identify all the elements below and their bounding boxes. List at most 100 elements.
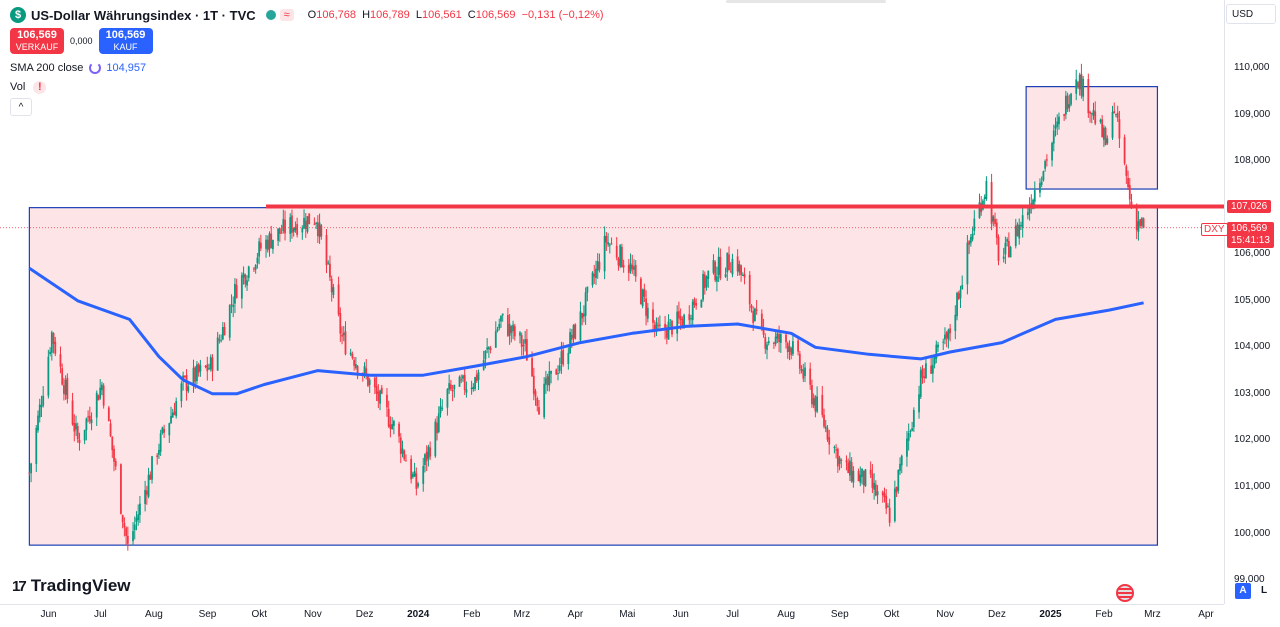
candle-body xyxy=(937,344,939,348)
candle-body xyxy=(470,387,473,390)
us-flag-icon[interactable] xyxy=(1116,584,1134,602)
candle-body xyxy=(659,324,661,326)
candle-body xyxy=(1102,127,1105,140)
candle-body xyxy=(429,447,432,457)
candle-body xyxy=(633,266,635,270)
candle-body xyxy=(669,319,672,321)
candle-body xyxy=(925,363,927,379)
candle-body xyxy=(126,535,129,544)
symbol-logo-icon: $ xyxy=(10,7,26,23)
candle-body xyxy=(107,407,110,422)
y-tick-label: 108,000 xyxy=(1234,155,1271,167)
candle-body xyxy=(204,365,207,367)
candle-body xyxy=(35,427,38,465)
candle-body xyxy=(764,337,767,349)
candle-body xyxy=(168,423,171,436)
candle-body xyxy=(123,522,126,528)
ohlc-high: 106,789 xyxy=(370,9,410,21)
currency-selector[interactable]: USD xyxy=(1226,4,1276,24)
candle-body xyxy=(109,423,112,436)
candle-body xyxy=(949,328,952,334)
candle-body xyxy=(740,265,742,275)
candle-body xyxy=(1028,205,1031,214)
candle-body xyxy=(945,332,948,339)
x-tick-label: 2024 xyxy=(407,609,430,620)
candle-body xyxy=(835,449,838,451)
candle-body xyxy=(1006,239,1009,242)
candle-body xyxy=(270,233,273,248)
candle-body xyxy=(472,386,475,390)
candle-body xyxy=(1089,111,1091,114)
candle-body xyxy=(608,244,611,246)
candle-body xyxy=(341,334,343,337)
candle-body xyxy=(728,254,730,270)
candle-body xyxy=(918,394,920,413)
candle-body xyxy=(738,264,741,273)
candle-body xyxy=(582,313,585,317)
price-chart[interactable] xyxy=(0,0,1224,604)
x-tick-label: Apr xyxy=(567,609,584,620)
candle-body xyxy=(871,473,874,488)
sell-button[interactable]: 106,569 VERKAUF xyxy=(10,28,64,54)
buy-price: 106,569 xyxy=(105,29,146,41)
candle-body xyxy=(992,216,995,222)
candle-body xyxy=(634,264,637,277)
candle-body xyxy=(645,298,647,316)
candle-body xyxy=(558,365,561,371)
candle-body xyxy=(906,438,908,457)
candle-body xyxy=(1033,190,1036,202)
x-tick-label: Mai xyxy=(619,609,636,620)
candle-body xyxy=(76,425,79,440)
sma-legend[interactable]: SMA 200 close 104,957 xyxy=(10,60,607,76)
candle-body xyxy=(512,324,514,332)
candle-body xyxy=(579,311,582,341)
volume-legend[interactable]: Vol ! xyxy=(10,79,607,95)
candle-body xyxy=(895,486,898,493)
candle-body xyxy=(1140,218,1143,226)
candle-body xyxy=(427,446,430,459)
candle-body xyxy=(702,274,704,300)
wave-icon[interactable]: ≈ xyxy=(279,9,294,21)
candle-body xyxy=(973,218,976,231)
top-drag-handle[interactable] xyxy=(726,0,886,3)
candle-body xyxy=(857,470,860,482)
sma-value: 104,957 xyxy=(106,62,147,74)
candle-body xyxy=(500,316,502,322)
candle-body xyxy=(750,305,753,309)
auto-scale-button[interactable]: A xyxy=(1235,583,1251,599)
candle-body xyxy=(555,369,558,375)
log-scale-button[interactable]: L xyxy=(1260,585,1268,596)
candle-body xyxy=(812,398,815,406)
y-tick-label: 110,000 xyxy=(1234,62,1270,73)
drawing-rectangle-1 xyxy=(1025,86,1159,190)
candle-body xyxy=(971,233,974,240)
candle-body xyxy=(874,484,877,496)
candle-body xyxy=(139,503,141,515)
time-axis[interactable] xyxy=(0,604,1224,627)
candle-body xyxy=(489,347,492,351)
candle-body xyxy=(595,268,597,279)
candle-body xyxy=(957,293,960,300)
candle-body xyxy=(954,314,957,331)
collapse-legend-button[interactable]: ^ xyxy=(10,98,32,116)
candle-body xyxy=(833,446,836,448)
candle-body xyxy=(268,233,271,250)
spread-value: 0,000 xyxy=(70,36,93,46)
warning-icon[interactable]: ! xyxy=(33,80,47,94)
last-price-value: 106,569 xyxy=(1231,223,1268,234)
symbol-title[interactable]: US-Dollar Währungsindex · 1T · TVC xyxy=(31,7,256,23)
candle-body xyxy=(899,463,901,471)
candle-body xyxy=(392,421,395,426)
ohlc-close-key: C xyxy=(467,9,476,21)
candle-body xyxy=(151,456,153,480)
buy-button[interactable]: 106,569 KAUF xyxy=(98,28,153,54)
candle-body xyxy=(847,462,850,473)
x-tick-label: Dez xyxy=(355,609,374,620)
price-axis[interactable] xyxy=(1224,0,1280,604)
candle-body xyxy=(845,460,848,463)
candle-body xyxy=(498,323,501,329)
candle-body xyxy=(797,340,800,352)
candle-body xyxy=(1092,110,1095,116)
candle-body xyxy=(242,273,245,278)
tradingview-logo[interactable]: 17 TradingView xyxy=(12,576,131,596)
